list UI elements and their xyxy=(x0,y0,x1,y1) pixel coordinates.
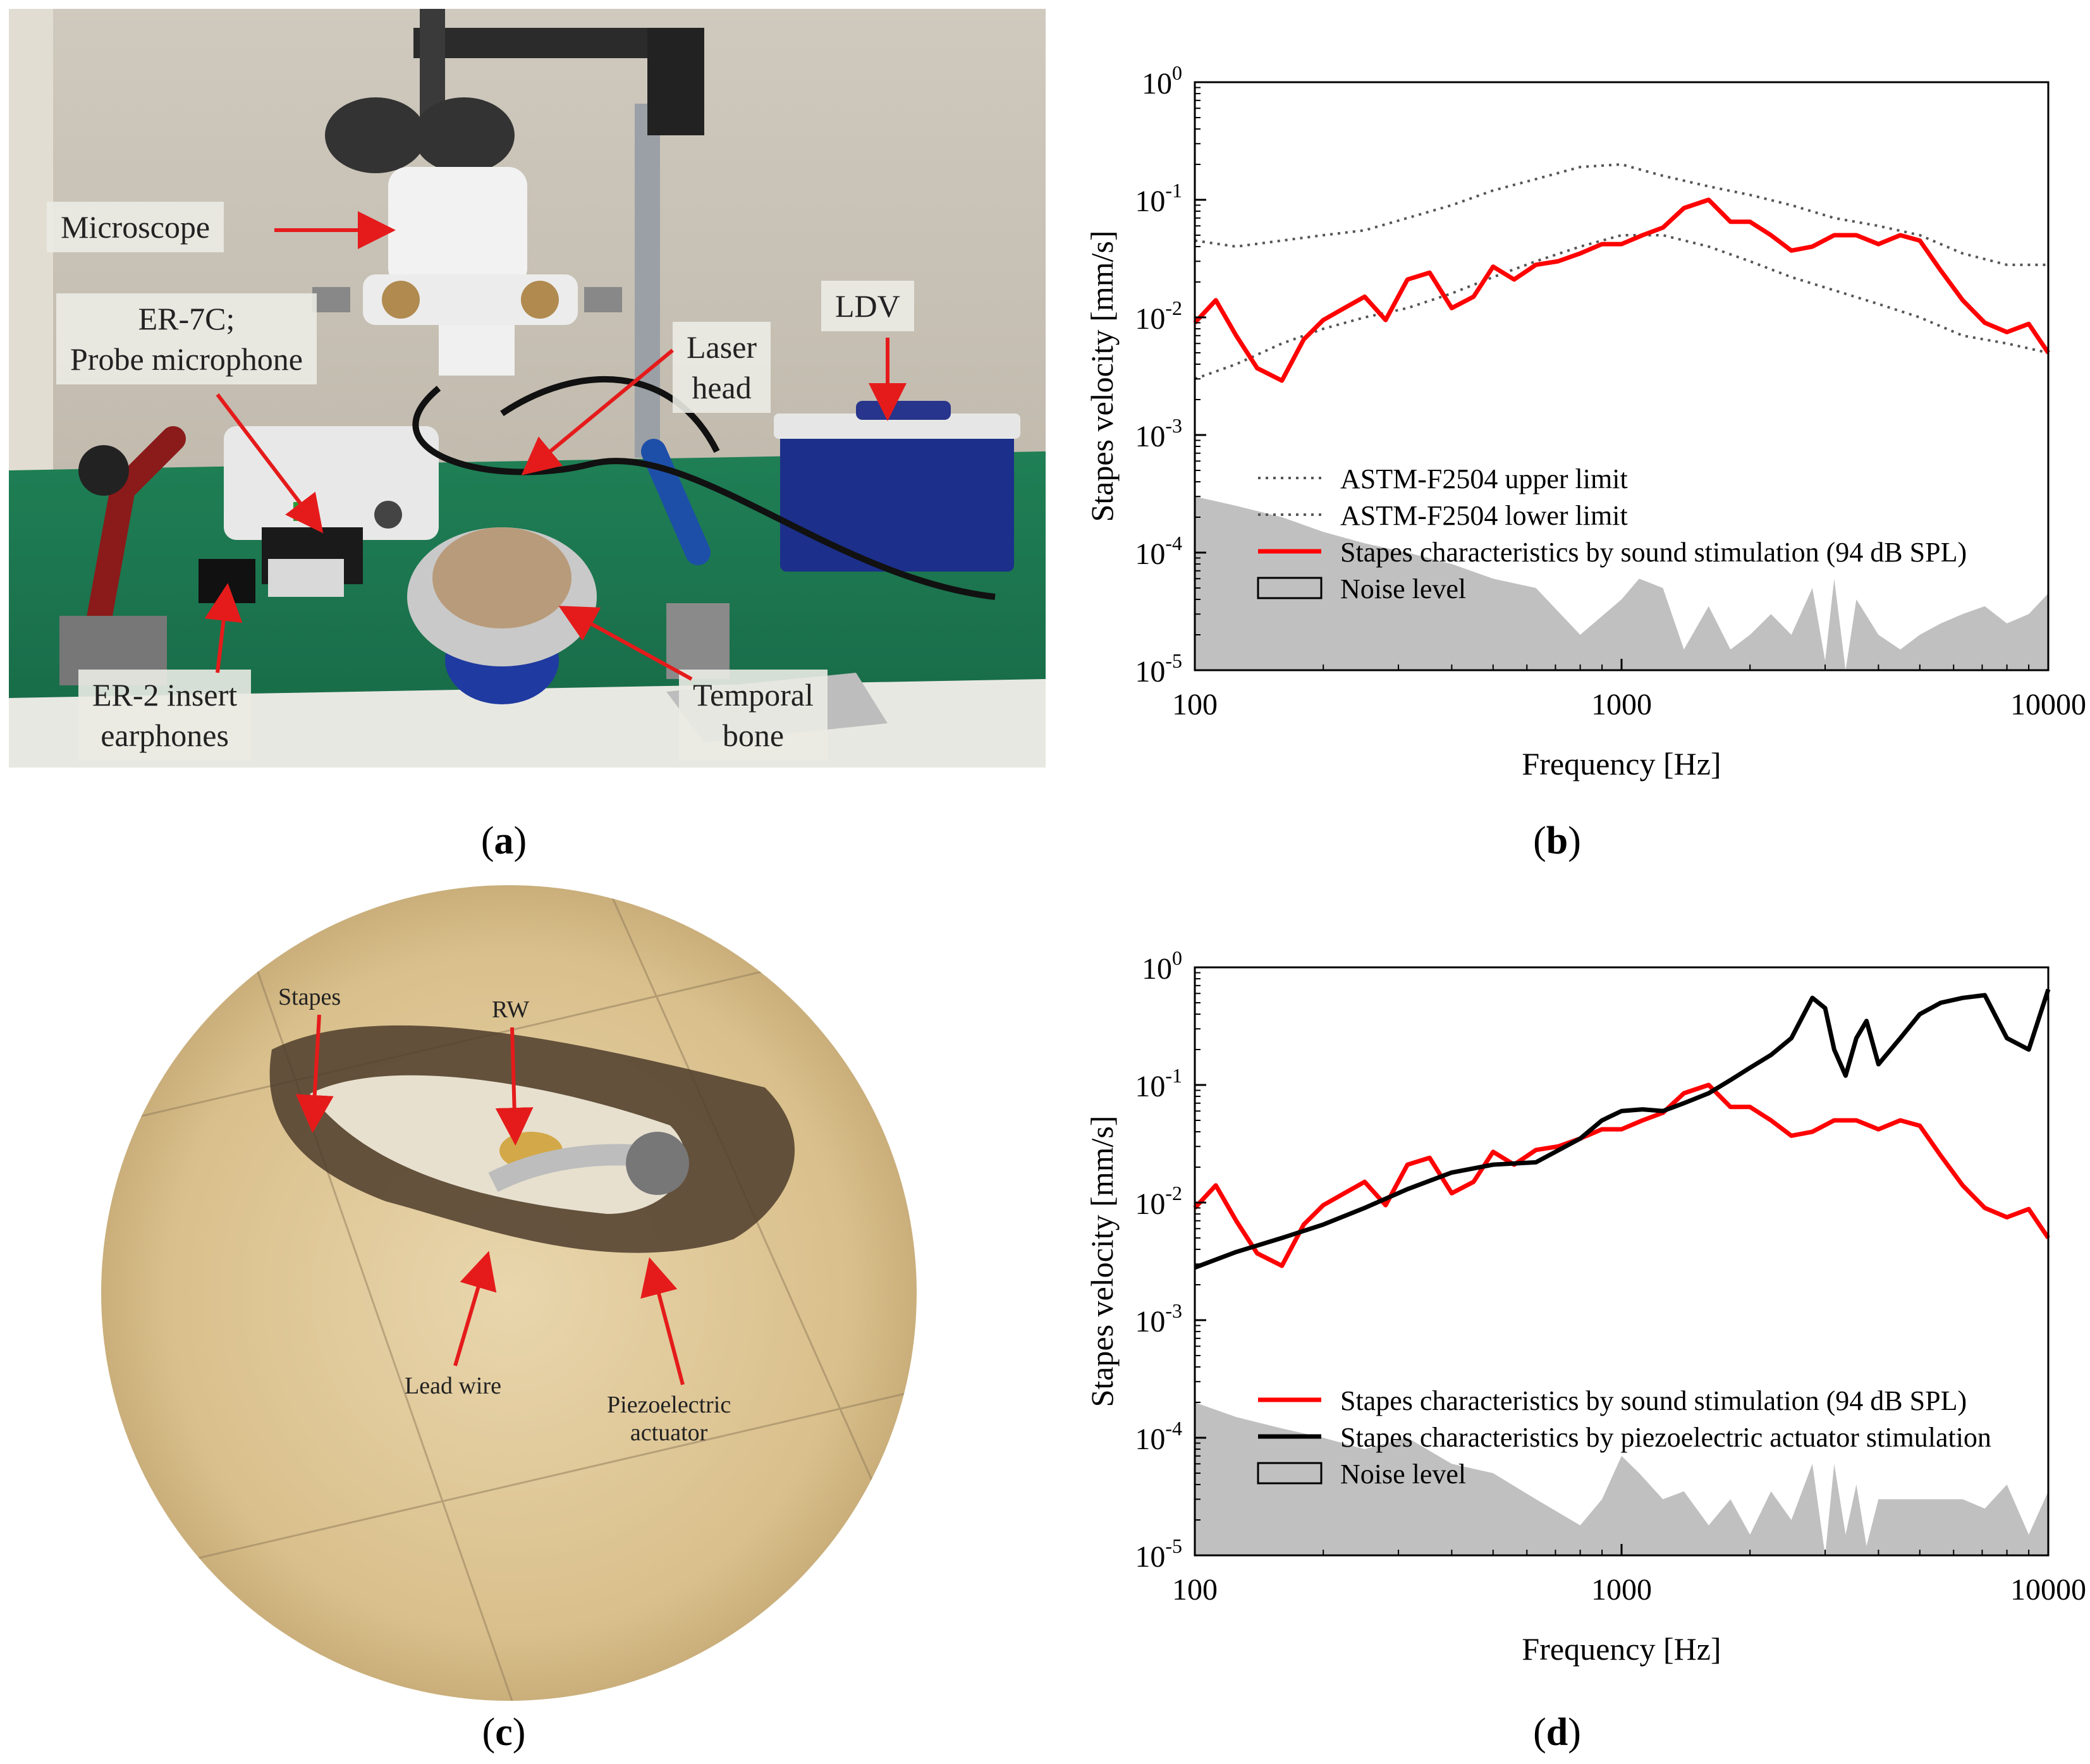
piezo-line xyxy=(1194,988,2051,1270)
noise-area xyxy=(1195,496,2048,670)
y-tick-label: 100 xyxy=(1142,61,1182,101)
label-lead-wire: Lead wire xyxy=(405,1373,501,1399)
legend-swatch-noise xyxy=(1257,1462,1323,1485)
chart-d: 10-5 10-4 10-3 10-2 10-1 100 100 1000 10000 Frequ… xyxy=(1084,946,2086,1667)
label-piezoelectric-actuator: Piezoelectric actuator xyxy=(607,1392,731,1446)
y-tick-label: 10-3 xyxy=(1135,414,1182,453)
sound-line xyxy=(1193,1082,2050,1268)
setup-photo: Microscope ER-7C; Probe microphone Laser… xyxy=(9,9,1046,768)
x-tick-label: 10000 xyxy=(2010,688,2086,721)
x-axis-label: Frequency [Hz] xyxy=(1522,746,1721,781)
x-tick-label: 100 xyxy=(1172,688,1218,721)
astm-lower-line xyxy=(1194,233,2049,381)
otoscope-photo: Stapes RW Lead wire Piezoelectric actuat… xyxy=(101,885,917,1701)
astm-upper-line xyxy=(1194,163,2048,266)
legend-label: Stapes characteristics by piezoelectric … xyxy=(1340,1422,1991,1453)
legend-label: Noise level xyxy=(1340,1459,1466,1490)
arrow-stapes xyxy=(295,1014,334,1133)
y-tick-label: 10-2 xyxy=(1135,297,1182,336)
y-tick-label: 10-1 xyxy=(1135,1064,1182,1103)
legend-label: Noise level xyxy=(1340,573,1466,604)
arrow-lead-wire xyxy=(453,1251,497,1366)
chart-b: 10-5 10-4 10-3 10-2 10-1 100 100 1000 10000 Frequ… xyxy=(1084,61,2086,781)
x-axis-label: Frequency [Hz] xyxy=(1522,1631,1721,1667)
legend-label: Stapes characteristics by sound stimulat… xyxy=(1340,1385,1967,1416)
y-tick-label: 10-5 xyxy=(1135,649,1182,689)
y-tick-label: 10-2 xyxy=(1135,1182,1182,1221)
arrow-temporal-bone xyxy=(558,606,693,681)
y-tick-label: 10-5 xyxy=(1135,1534,1182,1574)
sound-line xyxy=(1193,197,2050,383)
legend-swatch-noise xyxy=(1257,577,1323,599)
caption-c: (c) xyxy=(482,1711,526,1754)
arrow-laser-head xyxy=(521,348,674,475)
y-axis-label: Stapes velocity [mm/s] xyxy=(1084,1115,1120,1407)
y-tick-label: 10-1 xyxy=(1135,179,1182,218)
label-ldv: LDV xyxy=(821,281,914,331)
label-rw: RW xyxy=(492,996,530,1023)
x-tick-label: 10000 xyxy=(2010,1573,2086,1607)
setup-arrows xyxy=(204,211,907,681)
otoscope-arrows xyxy=(295,1014,685,1385)
y-tick-label: 10-4 xyxy=(1135,532,1182,571)
caption-b: (b) xyxy=(1533,819,1581,862)
label-er7c: ER-7C; Probe microphone xyxy=(56,293,317,384)
caption-d: (d) xyxy=(1533,1711,1581,1754)
y-tick-label: 10-4 xyxy=(1135,1417,1182,1456)
legend-label: ASTM-F2504 lower limit xyxy=(1340,500,1628,531)
arrow-rw xyxy=(495,1027,534,1146)
arrow-piezoelectric-actuator xyxy=(640,1257,685,1385)
caption-a: (a) xyxy=(480,819,527,862)
label-er2: ER-2 insert earphones xyxy=(78,670,252,761)
y-tick-label: 100 xyxy=(1142,946,1182,986)
label-temporal-bone: Temporal bone xyxy=(679,670,828,761)
y-tick-label: 10-3 xyxy=(1135,1299,1182,1338)
noise-area xyxy=(1195,1402,2048,1555)
x-tick-label: 100 xyxy=(1172,1573,1218,1607)
arrow-er2 xyxy=(204,583,243,673)
arrow-er7c xyxy=(216,393,324,534)
y-axis-label: Stapes velocity [mm/s] xyxy=(1084,230,1120,522)
label-stapes: Stapes xyxy=(278,984,341,1010)
label-laser-head: Laser head xyxy=(673,322,771,413)
x-tick-label: 1000 xyxy=(1591,1573,1652,1607)
legend-label: ASTM-F2504 upper limit xyxy=(1340,463,1628,494)
x-tick-label: 1000 xyxy=(1591,688,1652,721)
legend-label: Stapes characteristics by sound stimulat… xyxy=(1340,537,1967,568)
label-microscope: Microscope xyxy=(47,202,224,252)
